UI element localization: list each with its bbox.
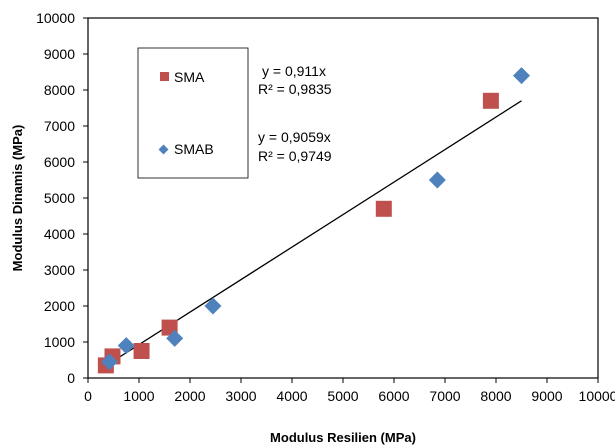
x-tick-label: 2000	[174, 388, 205, 404]
y-tick-label: 9000	[44, 46, 75, 62]
y-tick-label: 10000	[36, 10, 75, 26]
x-axis-label: Modulus Resilien (MPa)	[270, 430, 416, 445]
legend-marker-smab	[158, 144, 169, 155]
smab-equation: y = 0,9059x	[258, 129, 331, 145]
x-tick-label: 1000	[123, 388, 154, 404]
y-axis-label: Modulus Dinamis (MPa)	[10, 125, 25, 272]
x-tick-label: 3000	[225, 388, 256, 404]
y-tick-label: 4000	[44, 226, 75, 242]
y-tick-label: 2000	[44, 298, 75, 314]
sma-equation: y = 0,911x	[262, 63, 326, 79]
y-tick-label: 6000	[44, 154, 75, 170]
y-tick-label: 1000	[44, 334, 75, 350]
x-tick-label: 5000	[327, 388, 358, 404]
sma-point	[482, 92, 499, 109]
y-tick-label: 0	[67, 370, 75, 386]
x-tick-label: 8000	[480, 388, 511, 404]
sma-point	[133, 343, 150, 359]
y-axis-ticks: 0 1000 2000 3000 4000 5000 6000 7000 8000 9000 100…	[36, 10, 88, 386]
x-axis-ticks: 0 1000 2000 3000 4000 5000 6000 7000 8000 9000 100…	[84, 378, 615, 404]
data-points	[97, 67, 530, 374]
sma-r2: R² = 0,9835	[258, 81, 332, 97]
x-tick-label: 10000	[579, 388, 615, 404]
x-tick-label: 9000	[531, 388, 562, 404]
x-tick-label: 6000	[378, 388, 409, 404]
y-tick-label: 8000	[44, 82, 75, 98]
smab-point	[204, 297, 222, 315]
x-tick-label: 7000	[429, 388, 460, 404]
legend-label-smab: SMAB	[174, 141, 214, 157]
y-tick-label: 5000	[44, 190, 75, 206]
legend-marker-sma	[160, 72, 169, 81]
smab-r2: R² = 0,9749	[258, 148, 332, 164]
legend-box	[137, 47, 249, 179]
legend-label-sma: SMA	[174, 69, 205, 85]
smab-point	[513, 67, 530, 85]
sma-point	[375, 200, 392, 217]
smab-point	[117, 337, 135, 355]
y-tick-label: 7000	[44, 118, 75, 134]
smab-point	[166, 329, 184, 347]
y-tick-label: 3000	[44, 262, 75, 278]
smab-point	[100, 353, 118, 371]
x-tick-label: 4000	[276, 388, 307, 404]
smab-point	[428, 171, 446, 189]
x-tick-label: 0	[84, 388, 92, 404]
